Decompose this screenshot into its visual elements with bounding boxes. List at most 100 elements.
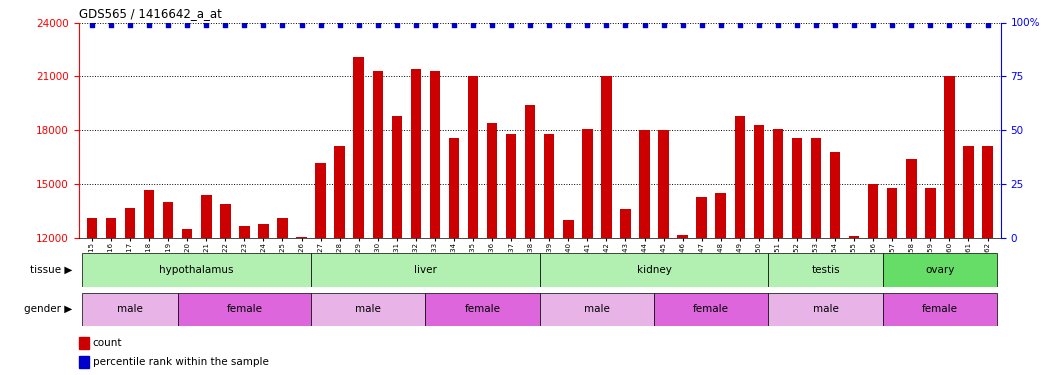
Bar <box>882 292 997 326</box>
Point <box>84 22 101 28</box>
Bar <box>144 190 154 238</box>
Point <box>808 22 825 28</box>
Point <box>865 22 881 28</box>
Bar <box>849 236 859 238</box>
Bar <box>716 193 726 238</box>
Bar <box>791 138 802 238</box>
Point <box>179 22 196 28</box>
Point <box>560 22 576 28</box>
Point <box>445 22 462 28</box>
Bar <box>540 292 654 326</box>
Bar <box>525 105 536 238</box>
Bar <box>639 130 650 238</box>
Text: kidney: kidney <box>636 265 672 275</box>
Bar <box>178 292 311 326</box>
Point <box>312 22 329 28</box>
Point <box>903 22 920 28</box>
Point <box>427 22 443 28</box>
Text: gender ▶: gender ▶ <box>24 304 72 314</box>
Point <box>922 22 939 28</box>
Point <box>522 22 539 28</box>
Text: percentile rank within the sample: percentile rank within the sample <box>92 357 268 367</box>
Point <box>769 22 786 28</box>
Point <box>236 22 253 28</box>
Point <box>369 22 386 28</box>
Bar <box>544 134 554 238</box>
Point <box>484 22 501 28</box>
Point <box>617 22 634 28</box>
Bar <box>353 57 364 238</box>
Bar <box>887 188 897 238</box>
Bar <box>868 184 878 238</box>
Point <box>674 22 691 28</box>
Bar <box>162 202 173 238</box>
Point <box>541 22 558 28</box>
Bar <box>201 195 212 238</box>
Bar <box>811 138 822 238</box>
Bar <box>754 125 764 238</box>
Bar <box>487 123 498 238</box>
Point <box>122 22 138 28</box>
Bar <box>125 208 135 238</box>
Bar <box>563 220 573 238</box>
Bar <box>582 129 592 238</box>
Bar <box>278 218 288 238</box>
Point <box>159 22 176 28</box>
Point <box>941 22 958 28</box>
Point <box>408 22 424 28</box>
Bar <box>925 188 936 238</box>
Point <box>750 22 767 28</box>
Bar <box>654 292 768 326</box>
Point <box>293 22 310 28</box>
Text: GDS565 / 1416642_a_at: GDS565 / 1416642_a_at <box>79 7 221 20</box>
Bar <box>106 218 116 238</box>
Bar <box>772 129 783 238</box>
Point <box>464 22 481 28</box>
Point <box>979 22 996 28</box>
Bar <box>602 76 612 238</box>
Point <box>655 22 672 28</box>
Text: female: female <box>464 304 501 314</box>
Text: female: female <box>226 304 262 314</box>
Bar <box>311 253 540 287</box>
Text: hypothalamus: hypothalamus <box>159 265 234 275</box>
Point <box>578 22 595 28</box>
Point <box>503 22 520 28</box>
Point <box>103 22 119 28</box>
Point <box>350 22 367 28</box>
Point <box>217 22 234 28</box>
Text: testis: testis <box>811 265 839 275</box>
Point <box>883 22 900 28</box>
Text: female: female <box>922 304 958 314</box>
Bar <box>907 159 917 238</box>
Point <box>694 22 711 28</box>
Bar <box>963 147 974 238</box>
Text: count: count <box>92 338 123 348</box>
Point <box>788 22 805 28</box>
Point <box>732 22 748 28</box>
Bar <box>83 253 311 287</box>
Text: liver: liver <box>414 265 437 275</box>
Point <box>636 22 653 28</box>
Point <box>846 22 863 28</box>
Bar <box>735 116 745 238</box>
Bar <box>311 292 425 326</box>
Bar <box>334 147 345 238</box>
Bar <box>697 197 707 238</box>
Bar <box>297 237 307 238</box>
Point <box>331 22 348 28</box>
Bar <box>620 209 631 238</box>
Bar <box>430 71 440 238</box>
Bar <box>467 76 478 238</box>
Bar <box>315 163 326 238</box>
Point <box>827 22 844 28</box>
Bar <box>392 116 402 238</box>
Point <box>713 22 729 28</box>
Bar <box>506 134 517 238</box>
Bar <box>79 337 89 349</box>
Point <box>598 22 615 28</box>
Bar <box>79 356 89 368</box>
Bar <box>182 229 193 238</box>
Bar <box>449 138 459 238</box>
Point <box>140 22 157 28</box>
